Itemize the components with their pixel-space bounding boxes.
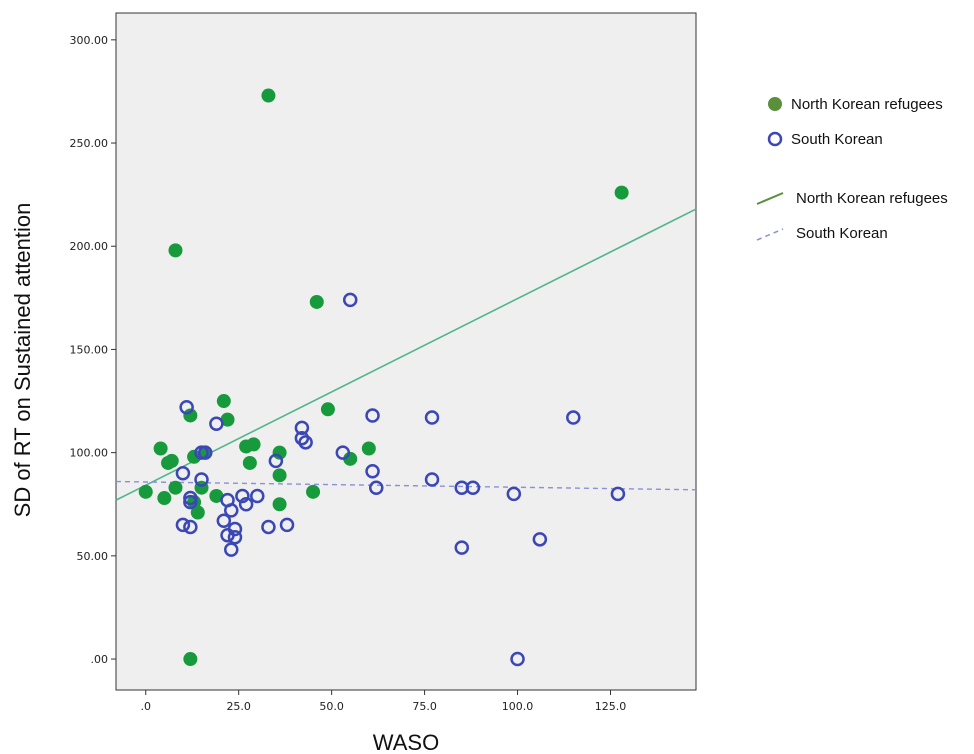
legend-marker-north-korean [768, 97, 782, 111]
data-point-s0-6 [168, 243, 183, 258]
data-point-s1-25 [298, 435, 313, 450]
data-point-s0-0 [138, 484, 153, 499]
data-point-s1-1 [175, 466, 191, 481]
data-point-s1-29 [365, 463, 380, 479]
data-point-s1-28 [365, 408, 380, 423]
data-point-s1-38 [532, 532, 548, 547]
x-tick-label: .0 [140, 700, 151, 713]
data-point-s1-5 [183, 494, 198, 510]
data-point-s1-22 [279, 517, 295, 533]
data-point-s1-0 [175, 517, 191, 533]
legend-line-label-south-korean: South Korean [796, 225, 888, 242]
data-point-s1-15 [227, 521, 243, 537]
x-tick-label: 75.0 [412, 700, 437, 713]
data-point-s0-1 [153, 441, 168, 456]
data-point-s1-3 [183, 519, 198, 535]
data-point-s1-20 [261, 519, 276, 535]
data-point-s1-10 [216, 513, 232, 528]
data-point-s1-24 [294, 430, 310, 446]
data-point-s1-9 [209, 416, 224, 431]
x-axis: .0 25.0 50.0 75.0 100.0 125.0 [140, 690, 626, 713]
data-point-s0-28 [183, 652, 198, 667]
data-point-s1-18 [238, 496, 254, 512]
data-point-s0-13 [209, 488, 224, 503]
data-point-s1-30 [369, 480, 384, 495]
data-point-s1-32 [424, 472, 440, 487]
data-point-s0-27 [361, 441, 376, 456]
data-point-s1-14 [224, 542, 239, 557]
data-point-s0-5 [168, 480, 183, 495]
plot-area [115, 12, 697, 691]
y-axis-label: SD of RT on Sustained attention [10, 203, 35, 518]
data-point-s1-34 [454, 540, 470, 555]
data-point-s1-8 [197, 445, 213, 460]
data-point-s1-16 [227, 530, 243, 545]
data-point-s1-21 [268, 453, 284, 469]
data-point-s0-22 [272, 497, 287, 512]
data-point-s0-8 [187, 449, 202, 464]
data-point-s1-31 [424, 410, 440, 425]
data-point-s1-40 [610, 486, 626, 502]
fit-line-0 [115, 208, 697, 501]
data-point-s0-15 [220, 412, 235, 427]
x-tick-label: 25.0 [226, 700, 251, 713]
x-tick-label: 50.0 [319, 700, 344, 713]
data-point-s1-26 [335, 445, 351, 460]
data-points [138, 88, 629, 667]
y-tick-label: .00 [91, 653, 109, 666]
legend-label-north-korean: North Korean refugees [791, 96, 943, 113]
data-point-s1-35 [465, 480, 481, 495]
data-point-s0-21 [272, 468, 287, 483]
legend: North Korean refugees South Korean North… [756, 96, 948, 242]
data-point-s0-10 [190, 505, 205, 520]
data-point-s1-37 [510, 651, 525, 667]
y-tick-label: 100.00 [70, 447, 109, 460]
legend-line-south-korean [756, 228, 784, 241]
y-tick-label: 250.00 [70, 137, 109, 150]
data-point-s0-18 [246, 437, 261, 452]
data-point-s0-17 [242, 455, 257, 470]
data-point-s0-23 [306, 484, 321, 499]
data-point-s1-7 [194, 472, 209, 487]
data-point-s0-4 [164, 453, 179, 468]
data-point-s1-39 [566, 410, 581, 425]
data-point-s1-2 [179, 399, 194, 415]
data-point-s0-19 [261, 88, 276, 103]
y-tick-label: 150.00 [70, 343, 109, 356]
data-point-s0-25 [320, 402, 335, 417]
data-point-s0-29 [614, 185, 629, 200]
data-point-s1-23 [294, 420, 310, 436]
legend-marker-south-korean [767, 131, 783, 147]
legend-line-north-korean [756, 192, 784, 205]
data-point-s1-13 [224, 503, 239, 518]
data-point-s1-27 [342, 292, 358, 308]
fit-lines [115, 208, 697, 501]
y-tick-label: 200.00 [70, 240, 109, 253]
data-point-s0-14 [216, 394, 231, 409]
data-point-s1-17 [235, 488, 250, 504]
legend-label-south-korean: South Korean [791, 131, 883, 148]
y-tick-label: 50.00 [77, 550, 109, 563]
y-axis: .00 50.00 100.00 150.00 200.00 250.00 300.00 [70, 34, 116, 666]
fit-line-1 [115, 480, 697, 491]
x-tick-label: 100.0 [502, 700, 534, 713]
data-point-s0-24 [309, 294, 324, 309]
data-point-s0-2 [157, 491, 172, 506]
data-point-s1-19 [250, 488, 265, 504]
x-axis-label: WASO [373, 730, 439, 754]
data-point-s1-4 [183, 490, 198, 506]
data-point-s1-36 [506, 486, 522, 502]
legend-line-label-north-korean: North Korean refugees [796, 190, 948, 207]
y-tick-label: 300.00 [70, 34, 109, 47]
x-tick-label: 125.0 [595, 700, 627, 713]
